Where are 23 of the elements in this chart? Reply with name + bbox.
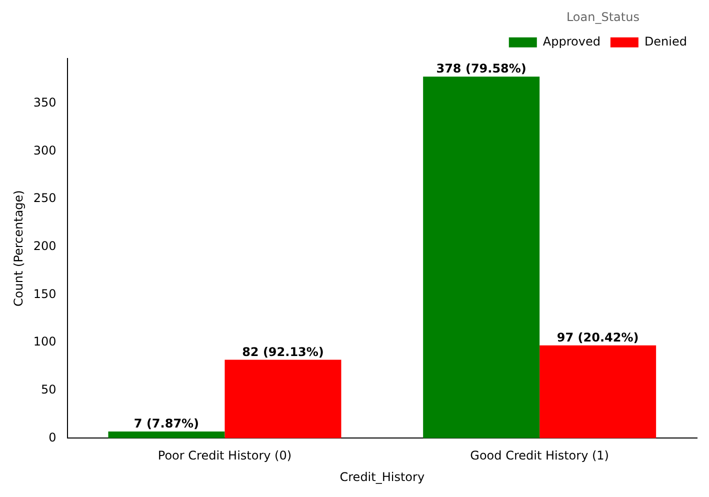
data-label: 97 (20.42%) bbox=[556, 330, 639, 345]
data-label: 7 (7.87%) bbox=[134, 416, 200, 431]
x-axis-title: Credit_History bbox=[340, 470, 425, 484]
legend-title: Loan_Status bbox=[566, 10, 640, 24]
data-label: 82 (92.13%) bbox=[242, 344, 324, 359]
legend-label: Approved bbox=[542, 34, 600, 49]
x-tick-label: Poor Credit History (0) bbox=[158, 448, 292, 463]
bar bbox=[540, 345, 656, 438]
bar bbox=[224, 360, 342, 438]
y-tick-label: 0 bbox=[48, 430, 56, 444]
y-tick-label: 150 bbox=[33, 286, 56, 301]
y-tick-label: 250 bbox=[33, 191, 56, 206]
x-tick-label: Good Credit History (1) bbox=[470, 448, 609, 463]
bar bbox=[108, 432, 225, 438]
legend-label: Denied bbox=[644, 34, 687, 49]
bar bbox=[423, 76, 540, 438]
y-tick-label: 300 bbox=[33, 143, 56, 158]
y-tick-label: 350 bbox=[33, 95, 56, 110]
y-axis-title: Count (Percentage) bbox=[11, 190, 26, 306]
y-tick-label: 200 bbox=[33, 238, 56, 253]
data-label: 378 (79.58%) bbox=[436, 62, 526, 76]
y-tick-label: 100 bbox=[33, 334, 56, 349]
y-tick-label: 50 bbox=[41, 382, 56, 396]
